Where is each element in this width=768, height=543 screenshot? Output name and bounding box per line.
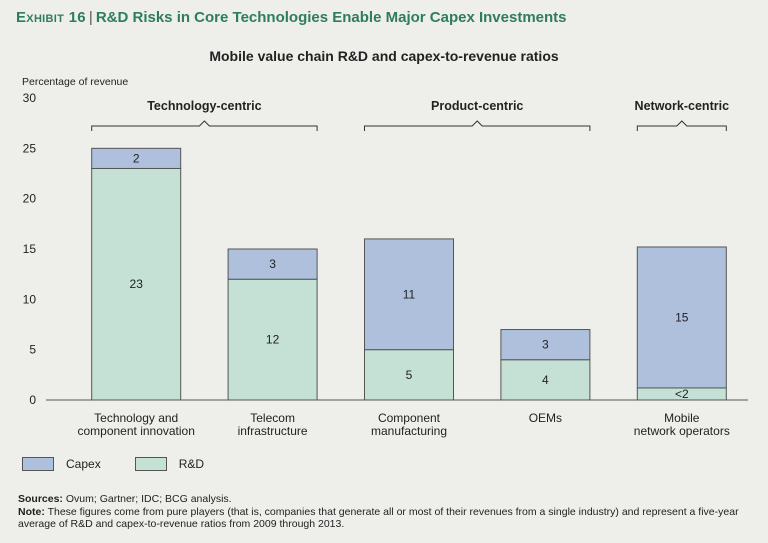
data-label-capex-1: 3 [269, 257, 276, 271]
category-label-1-1: infrastructure [238, 424, 308, 438]
bar-rd-3 [500, 359, 591, 401]
y-tick-label-15: 15 [23, 242, 37, 256]
data-label-rd-2: 5 [406, 368, 413, 382]
data-label-rd-1: 12 [266, 333, 280, 347]
legend: Capex R&D [22, 457, 238, 471]
y-tick-label-30: 30 [23, 91, 37, 105]
data-label-capex-4: 15 [675, 310, 689, 324]
category-label-2-1: manufacturing [371, 424, 447, 438]
legend-swatch-capex [22, 457, 54, 471]
exhibit-title: Exhibit 16 | R&D Risks in Core Technologie… [16, 9, 567, 26]
sources-label: Sources: [18, 493, 63, 505]
y-tick-label-20: 20 [23, 192, 37, 206]
data-label-capex-2: 11 [403, 287, 416, 301]
bar-capex-3 [500, 329, 591, 361]
sources-text: Ovum; Gartner; IDC; BCG analysis. [65, 493, 232, 505]
y-tick-label-10: 10 [23, 292, 37, 306]
legend-item-capex: Capex [22, 457, 101, 471]
legend-item-rd: R&D [134, 457, 205, 471]
data-label-rd-0: 23 [130, 277, 144, 291]
group-bracket-2 [636, 120, 727, 131]
category-label-0-0: Technology and [94, 411, 178, 425]
category-label-3-0: OEMs [529, 411, 562, 425]
group-bracket-0 [91, 120, 318, 131]
legend-swatch-rd [134, 457, 167, 471]
data-label-capex-0: 2 [133, 151, 140, 165]
chart-title: Mobile value chain R&D and capex-to-reve… [209, 48, 559, 64]
group-label-2: Network-centric [635, 99, 730, 113]
group-label-1: Product-centric [431, 99, 523, 113]
category-label-2-0: Component [378, 411, 441, 425]
bar-capex-1 [227, 248, 318, 280]
stacked-bar-chart: Percentage of revenue 0 5 10 15 20 25 30 23 2 Tech… [22, 76, 748, 438]
legend-label-capex: Capex [66, 457, 101, 471]
category-label-4-0: Mobile [664, 411, 700, 425]
group-label-0: Technology-centric [147, 99, 261, 113]
note-label: Note: [18, 505, 45, 518]
exhibit-heading: R&D Risks in Core Technologies Enable Ma… [95, 9, 567, 26]
group-bracket-1 [364, 120, 591, 131]
y-axis-label: Percentage of revenue [22, 76, 128, 88]
legend-label-rd: R&D [178, 457, 205, 471]
category-label-0-1: component innovation [77, 424, 194, 438]
y-tick-label-5: 5 [29, 343, 36, 357]
note-text: These figures come from pure players (th… [18, 505, 739, 531]
bar-capex-2 [364, 238, 454, 351]
y-tick-label-0: 0 [29, 393, 36, 407]
data-label-rd-3: 4 [542, 373, 549, 387]
category-label-4-1: network operators [634, 424, 730, 438]
note-line: Note: These figures come from pure playe… [18, 506, 753, 531]
title-separator: | [88, 9, 93, 26]
category-label-1-0: Telecom [250, 411, 295, 425]
data-label-rd-4: <2 [675, 387, 689, 401]
data-label-capex-3: 3 [542, 338, 549, 352]
sources-line: Sources: Ovum; Gartner; IDC; BCG analysi… [18, 493, 753, 506]
y-tick-label-25: 25 [23, 141, 37, 155]
bar-capex-0 [91, 147, 182, 169]
exhibit-label: Exhibit 16 [16, 9, 86, 26]
footer: Sources: Ovum; Gartner; IDC; BCG analysi… [18, 493, 753, 531]
